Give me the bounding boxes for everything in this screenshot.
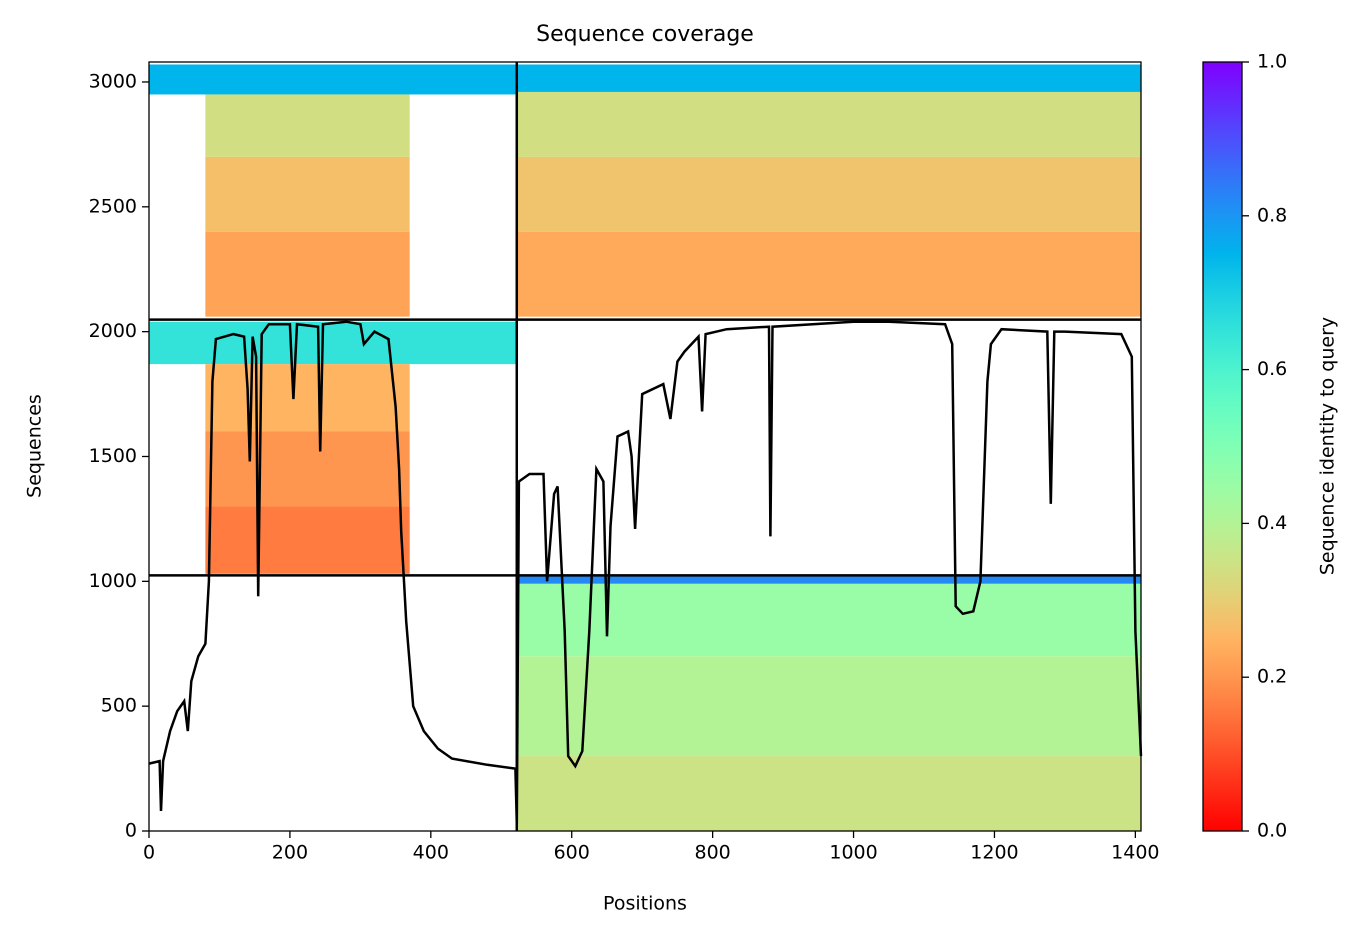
x-tick-label: 1200: [970, 842, 1018, 864]
y-tick-label: 1000: [89, 570, 137, 592]
colorbar-tick-label: 0.2: [1257, 666, 1287, 688]
coverage-block: [205, 506, 410, 574]
x-tick-label: 1000: [829, 842, 877, 864]
x-tick-label: 600: [554, 842, 590, 864]
coverage-block: [205, 94, 410, 157]
x-tick-label: 200: [272, 842, 308, 864]
y-axis-label: Sequences: [24, 394, 46, 498]
colorbar-tick-label: 0.4: [1257, 512, 1287, 534]
colorbar-label: Sequence identity to query: [1317, 317, 1339, 575]
x-tick-label: 800: [695, 842, 731, 864]
coverage-block: [516, 231, 1141, 317]
coverage-block: [516, 656, 1141, 757]
chart-title: Sequence coverage: [536, 22, 754, 47]
colorbar-tick-label: 0.8: [1257, 204, 1287, 226]
colorbar-tick-label: 1.0: [1257, 51, 1287, 73]
coverage-block: [149, 64, 517, 95]
x-tick-label: 400: [413, 842, 449, 864]
coverage-block: [205, 231, 410, 317]
x-tick-label: 1400: [1111, 842, 1159, 864]
coverage-block: [205, 156, 410, 232]
coverage-block: [516, 756, 1141, 831]
coverage-block: [516, 583, 1141, 657]
coverage-block: [149, 321, 517, 365]
coverage-line: [148, 320, 1143, 824]
plot-frame: [148, 61, 1142, 832]
coverage-block: [516, 156, 1141, 232]
y-tick-label: 2500: [89, 195, 137, 217]
colorbar-tick-label: 0.0: [1257, 820, 1287, 842]
y-tick-label: 1500: [89, 445, 137, 467]
coverage-block: [516, 575, 1141, 584]
x-tick-label: 0: [143, 842, 155, 864]
y-tick-label: 0: [125, 820, 137, 842]
colorbar-tick-label: 0.6: [1257, 358, 1287, 380]
coverage-block: [516, 91, 1141, 157]
y-tick-label: 500: [101, 695, 137, 717]
x-axis-label: Positions: [603, 893, 687, 915]
coverage-block: [516, 64, 1141, 92]
colorbar: [1202, 61, 1243, 832]
coverage-block: [205, 364, 410, 432]
coverage-block: [205, 431, 410, 507]
y-tick-label: 2000: [89, 320, 137, 342]
y-tick-label: 3000: [89, 70, 137, 92]
